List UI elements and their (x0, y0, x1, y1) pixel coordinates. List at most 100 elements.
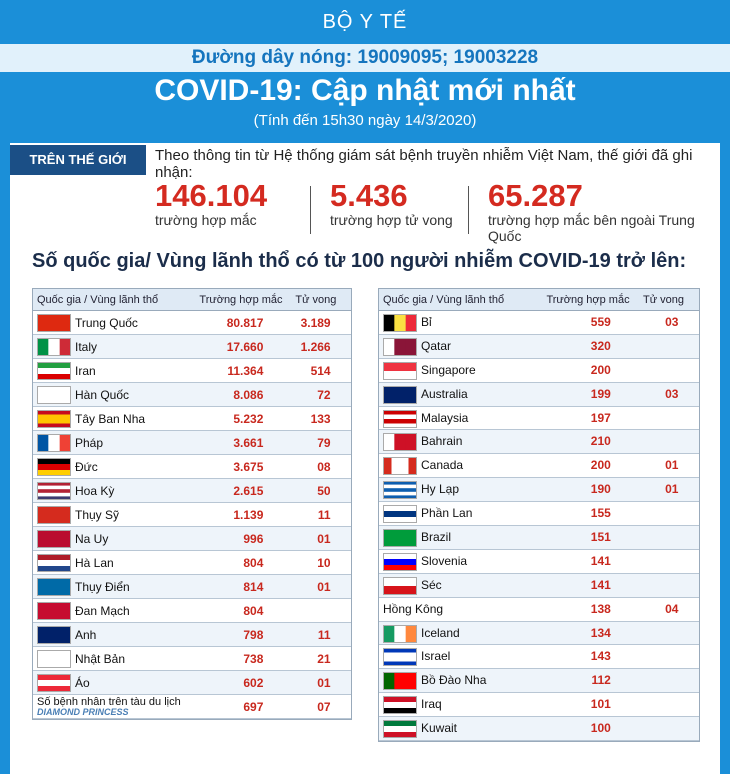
country: Số bệnh nhân trên tàu du lịch (37, 696, 181, 708)
country: Na Uy (75, 532, 109, 546)
flag (383, 505, 417, 524)
country: Italy (75, 340, 98, 354)
flag (37, 410, 71, 428)
table-row: Anh 798 11 (33, 623, 351, 647)
deaths: 03 (665, 315, 679, 329)
deaths: 10 (317, 556, 331, 570)
flag (383, 648, 417, 667)
cases: 320 (590, 338, 611, 353)
cases: 112 (591, 673, 611, 688)
country: Pháp (75, 436, 104, 450)
flag (37, 434, 71, 452)
country: Đan Mạch (75, 604, 130, 618)
country: Nhật Bản (75, 652, 126, 666)
flag (383, 696, 417, 715)
separator (310, 186, 311, 234)
flag (37, 362, 71, 380)
cases: 3.675 (233, 460, 264, 474)
column-header: Trường hợp mắc (546, 294, 630, 306)
cases: 190 (590, 482, 611, 497)
flag (37, 506, 71, 524)
flag (383, 624, 417, 643)
cases: 199 (590, 386, 611, 401)
deaths: 21 (317, 652, 331, 666)
cases: 996 (243, 532, 264, 546)
stat-label: trường hợp tử vong (330, 212, 453, 228)
table-row: Tây Ban Nha 5.232 133 (33, 407, 351, 431)
table-row: Áo 602 01 (33, 671, 351, 695)
flag (37, 578, 71, 596)
deaths: 01 (317, 676, 331, 690)
table-header: Quốc gia / Vùng lãnh thổ Trường hợp mắc Tử… (33, 289, 351, 311)
table-row: Đan Mạch 804 (33, 599, 351, 623)
cases: 559 (590, 315, 611, 329)
deaths: 3.189 (300, 316, 331, 330)
country: Singapore (421, 362, 476, 377)
cases: 141 (590, 577, 611, 592)
flag (37, 458, 71, 476)
country: Hàn Quốc (75, 388, 130, 402)
flag (383, 337, 417, 356)
country-table: Quốc gia / Vùng lãnh thổ Trường hợp mắc Tử… (378, 288, 700, 743)
country: Slovenia (421, 553, 468, 568)
table-header: Quốc gia / Vùng lãnh thổ Trường hợp mắc Tử… (379, 289, 699, 311)
cases: 155 (590, 506, 611, 521)
stat-label: trường hợp mắc (155, 212, 257, 228)
flag (383, 481, 417, 500)
deaths: 11 (317, 508, 331, 522)
cases: 798 (243, 628, 264, 642)
cases: 143 (590, 649, 611, 664)
deaths: 514 (310, 364, 331, 378)
flag (37, 650, 71, 668)
table-row: Thụy Điển 814 01 (33, 575, 351, 599)
table-row: Nhật Bản 738 21 (33, 647, 351, 671)
country: Hồng Kông (383, 601, 444, 616)
flag (383, 552, 417, 571)
flag (383, 409, 417, 428)
table-row: Bỉ 559 03 (379, 311, 699, 335)
country: Iraq (421, 697, 442, 712)
section-title: Số quốc gia/ Vùng lãnh thổ có từ 100 ngư… (32, 250, 687, 272)
flag (383, 576, 417, 595)
cases: 101 (590, 697, 611, 712)
flag (383, 385, 417, 404)
cases: 1.139 (233, 508, 264, 522)
flag (383, 720, 417, 739)
table-row: Bồ Đào Nha 112 (379, 669, 699, 694)
country: Iran (75, 364, 96, 378)
separator (468, 186, 469, 234)
column-header: Quốc gia / Vùng lãnh thổ (383, 294, 505, 306)
deaths: 133 (310, 412, 331, 426)
country: Đức (75, 460, 98, 474)
deaths: 01 (665, 458, 679, 473)
country: Hy Lạp (421, 482, 460, 497)
flag (37, 482, 71, 500)
country: Bồ Đào Nha (421, 673, 487, 688)
flag (37, 626, 71, 644)
stat: 5.436 trường hợp tử vong (330, 178, 453, 228)
country-table: Quốc gia / Vùng lãnh thổ Trường hợp mắc Tử… (32, 288, 352, 720)
flag (37, 338, 71, 356)
subtitle: (Tính đến 15h30 ngày 14/3/2020) (253, 112, 477, 129)
cases: 2.615 (233, 484, 264, 498)
cases: 200 (590, 458, 611, 473)
cases: 738 (243, 652, 264, 666)
table-row: Slovenia 141 (379, 550, 699, 574)
hotline: Đường dây nóng: 19009095; 19003228 (0, 44, 730, 72)
stat-value: 65.287 (488, 178, 583, 213)
deaths: 04 (665, 601, 679, 616)
table-row: Trung Quốc 80.817 3.189 (33, 311, 351, 335)
cases: 80.817 (226, 316, 264, 330)
flag (37, 314, 71, 332)
country: Qatar (421, 338, 452, 353)
table-row: Iceland 134 (379, 621, 699, 646)
country: Hà Lan (75, 556, 114, 570)
table-row: Israel 143 (379, 645, 699, 670)
table-row: Na Uy 996 01 (33, 527, 351, 551)
table-row: Đức 3.675 08 (33, 455, 351, 479)
table-row: Brazil 151 (379, 526, 699, 550)
table-row: Hàn Quốc 8.086 72 (33, 383, 351, 407)
table-row: Pháp 3.661 79 (33, 431, 351, 455)
flag (383, 457, 417, 476)
flag (37, 386, 71, 404)
